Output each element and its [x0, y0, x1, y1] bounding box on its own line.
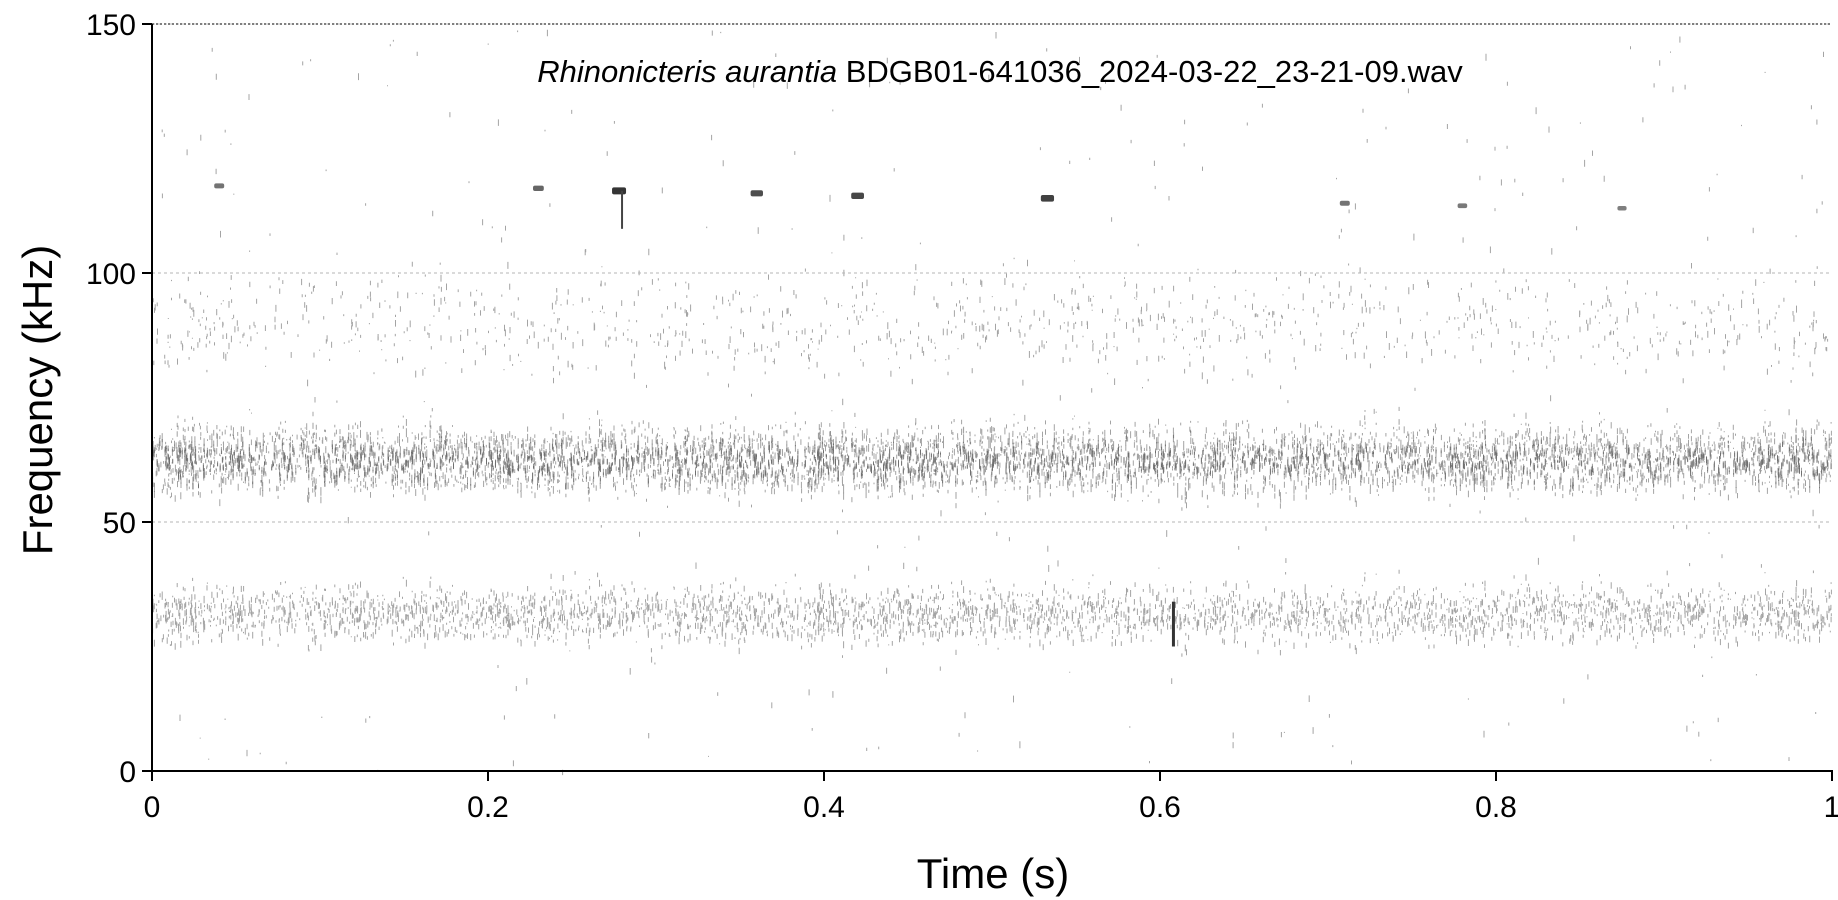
x-axis-label: Time (s) [917, 850, 1069, 897]
tick-labels: 0 0.2 0.4 0.6 0.8 1 0 50 100 150 [86, 9, 1838, 824]
spectrogram-noise [151, 29, 1832, 776]
echolocation-calls [214, 183, 1627, 647]
call-mark [214, 183, 225, 189]
y-tick-label: 150 [86, 9, 136, 42]
noise-band-core [151, 419, 1832, 500]
y-axis-label: Frequency (kHz) [14, 245, 61, 555]
axes [151, 23, 1833, 772]
call-mark [1040, 195, 1055, 202]
call-mark [1457, 203, 1468, 209]
y-tick-label: 100 [86, 258, 136, 291]
title-species: Rhinonicteris aurantia [537, 54, 837, 89]
call-mark [750, 190, 763, 197]
x-tick-label: 1 [1824, 791, 1838, 824]
call-mark [1617, 205, 1627, 211]
call-mark [533, 185, 544, 192]
y-tick-label: 0 [119, 756, 136, 789]
x-tick-label: 0.4 [803, 791, 845, 824]
y-tick-label: 50 [103, 507, 136, 540]
x-tick-label: 0.8 [1475, 791, 1517, 824]
tick-marks [142, 23, 1833, 781]
x-tick-label: 0.6 [1139, 791, 1181, 824]
noise-specks [151, 29, 1832, 776]
call-mark [1339, 200, 1350, 206]
call-mark [612, 187, 627, 195]
x-tick-label: 0.2 [467, 791, 509, 824]
x-tick-label: 0 [144, 791, 161, 824]
title-filename: BDGB01-641036_2024-03-22_23-21-09.wav [846, 54, 1463, 89]
chart-title: Rhinonicteris aurantia BDGB01-641036_202… [537, 54, 1463, 89]
call-mark [851, 192, 864, 200]
